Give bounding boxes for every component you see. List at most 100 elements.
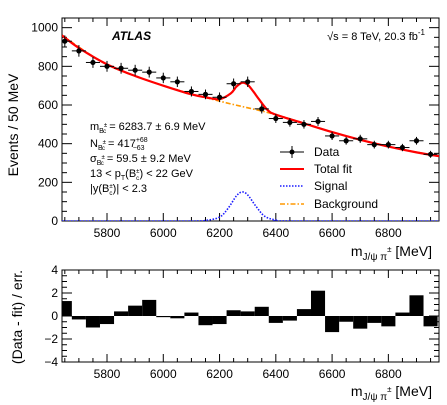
- data-point: [353, 134, 368, 143]
- signal-curve: [62, 191, 439, 221]
- data-point: [254, 104, 269, 114]
- main-y-tick-label: 200: [38, 175, 58, 189]
- residual-bar: [254, 306, 269, 316]
- main-y-tick-label: 800: [38, 59, 58, 73]
- residual-bar: [395, 312, 410, 316]
- main-x-tick-label: 6000: [150, 226, 177, 240]
- residual-bar: [240, 311, 255, 316]
- residual-bar: [156, 316, 171, 318]
- residual-bar: [310, 290, 326, 316]
- residual-y-tick-label: 4: [51, 263, 58, 277]
- residual-x-tick-label: 6400: [262, 367, 289, 381]
- data-point: [156, 72, 171, 84]
- data-points: [62, 35, 438, 158]
- data-point: [367, 140, 382, 149]
- main-y-tick-label: 0: [51, 214, 58, 228]
- data-point: [282, 118, 297, 127]
- legend-item-signal: Signal: [280, 179, 347, 193]
- main-x-axis: 5800 6000 6200 6400 6600 6800: [64, 18, 432, 240]
- data-point: [409, 136, 424, 145]
- residual-bar: [409, 295, 424, 316]
- main-x-tick-label: 6200: [206, 226, 233, 240]
- data-point: [240, 76, 255, 88]
- background-curve: [62, 34, 439, 158]
- main-y-axis: 0 200 400 600 800 1000: [31, 17, 439, 228]
- residual-bar: [85, 316, 100, 328]
- data-point: [339, 136, 354, 145]
- residual-bar: [71, 316, 86, 320]
- data-point: [296, 120, 311, 129]
- data-point: [128, 64, 143, 76]
- main-y-tick-label: 1000: [31, 21, 58, 35]
- legend-item-background: Background: [280, 197, 378, 211]
- main-panel: 0 200 400 600 800 1000 5800 6000 6200 6400 6600 68…: [5, 17, 440, 263]
- data-point: [212, 92, 227, 103]
- data-point: [114, 62, 129, 74]
- data-point: [381, 140, 396, 149]
- residual-x-tick-label: 6800: [375, 367, 402, 381]
- fit-results: mB± c = 6283.7 ± 6.9 MeV NB± c = 417+68 −63…: [90, 121, 206, 197]
- main-y-axis-title: Events / 50 MeV: [5, 73, 21, 176]
- data-point: [85, 57, 100, 68]
- main-y-tick-label: 600: [38, 98, 58, 112]
- residual-y-tick-label: −4: [44, 355, 58, 369]
- energy-luminosity-label: √s = 8 TeV, 20.3 fb-1: [327, 28, 425, 43]
- main-plot-frame: [61, 17, 440, 222]
- residual-bar: [62, 301, 72, 316]
- legend-label-total-fit: Total fit: [314, 162, 353, 176]
- cut-rapidity: |y(Bc±)| < 2.3: [90, 183, 147, 197]
- main-y-tick-label: 400: [38, 137, 58, 151]
- residual-y-tick-label: 0: [51, 309, 58, 323]
- residual-bar: [282, 316, 297, 321]
- residual-bar: [367, 316, 382, 323]
- total-fit-curve: [62, 34, 439, 158]
- data-point: [325, 131, 340, 140]
- residual-bar: [381, 316, 396, 327]
- residual-y-axis: −4 −2 0 2 4: [44, 263, 439, 369]
- data-point: [62, 35, 72, 47]
- data-point: [71, 45, 86, 57]
- residual-bar: [296, 309, 311, 316]
- residual-bar: [128, 305, 143, 316]
- data-point: [198, 89, 213, 100]
- residual-bar: [114, 311, 129, 316]
- main-x-tick-label: 6800: [375, 226, 402, 240]
- residual-x-tick-label: 6200: [206, 367, 233, 381]
- data-point: [99, 60, 115, 72]
- residual-bar: [198, 316, 213, 326]
- residual-x-axis: 5800 6000 6200 6400 6600 6800: [64, 270, 432, 381]
- data-point: [423, 150, 438, 158]
- residual-x-tick-label: 5800: [94, 367, 121, 381]
- data-point: [142, 66, 157, 78]
- legend-item-data: Data: [280, 145, 340, 159]
- residual-y-tick-label: 2: [51, 286, 58, 300]
- main-x-tick-label: 6600: [319, 226, 346, 240]
- residual-bar: [325, 316, 340, 333]
- main-x-tick-label: 5800: [94, 226, 121, 240]
- residual-bar: [212, 316, 227, 325]
- legend-marker-data: [289, 149, 295, 155]
- fit-result-width: σB± c = 59.5 ± 9.2 MeV: [90, 153, 191, 167]
- legend-item-total-fit: Total fit: [280, 162, 353, 176]
- residual-bar: [339, 316, 354, 322]
- residual-x-tick-label: 6000: [150, 367, 177, 381]
- residual-bar: [142, 299, 157, 316]
- residual-bar: [170, 316, 185, 319]
- data-point: [395, 143, 410, 152]
- residual-y-axis-title: (Data - fit) / err.: [9, 270, 25, 364]
- residual-bar: [99, 316, 115, 325]
- data-point: [310, 116, 326, 126]
- residual-x-tick-label: 6600: [319, 367, 346, 381]
- residual-bar: [268, 316, 283, 323]
- legend: Data Total fit Signal Background: [280, 145, 378, 211]
- residual-bar: [184, 312, 199, 316]
- residual-y-tick-label: −2: [44, 332, 58, 346]
- residual-bar: [423, 316, 438, 327]
- residual-bars: [62, 290, 438, 333]
- data-point: [226, 78, 241, 89]
- data-point: [170, 76, 185, 88]
- fit-result-mass: mB± c = 6283.7 ± 6.9 MeV: [90, 121, 206, 135]
- residual-bar: [353, 316, 368, 329]
- main-x-axis-title: mJ/ψ π± [MeV]: [351, 243, 432, 263]
